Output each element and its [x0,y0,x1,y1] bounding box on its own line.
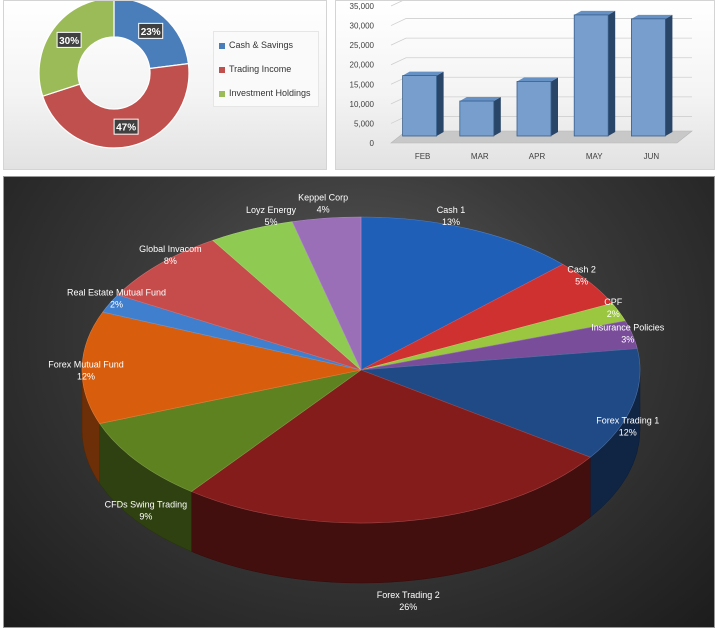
y-tick-label: 35,000 [350,2,375,11]
pie-slice-cfds-swing-trading [99,369,362,492]
column-may [573,10,616,137]
legend-label: Trading Income [229,64,292,74]
x-tick-label: FEB [415,152,431,161]
donut-chart: 23% 47% 30% [38,1,190,149]
pie-label-percent: 4% [317,204,330,214]
pie-slice-forex-mutual-fund [81,311,362,424]
pie-label-name: CFDs Swing Trading [105,500,188,510]
y-tick-label: 25,000 [350,41,375,50]
x-tick-label: APR [529,152,546,161]
donut-label-text: 47% [116,123,136,134]
pie-label-percent: 26% [399,602,417,612]
pie-label-percent: 2% [110,299,123,309]
x-tick-label: JUN [644,152,660,161]
pie-label-name: Global Invacom [139,244,202,254]
donut-legend: Cash & Savings Trading Income Investment… [213,31,319,107]
legend-item-cash-savings: Cash & Savings [219,40,293,50]
donut-data-label: 30% [56,31,82,48]
pie-label-percent: 8% [164,256,177,266]
pie-label-percent: 13% [442,217,460,227]
pie-label-name: CPF [604,297,623,307]
donut-label-text: 30% [59,36,79,47]
bar-chart: 0 5,000 10,000 15,000 20,000 25,000 30,000 35,0… [350,1,693,161]
pie-label-name: Insurance Policies [591,322,665,332]
column-apr [516,77,558,137]
pie-data-labels: Cash 1 13% Cash 2 5% CPF 2% Insurance Policies… [48,192,664,612]
pie-label-percent: 5% [575,277,588,287]
legend-label: Cash & Savings [229,40,294,50]
column-mar [459,97,501,137]
y-tick-label: 10,000 [350,100,375,109]
gridline [390,1,403,7]
y-tick-label: 15,000 [350,80,375,89]
pie-label-name: Forex Trading 2 [377,590,440,600]
y-tick-label: 5,000 [354,119,375,128]
pie-label-name: Cash 2 [567,265,596,275]
pie-slice-forex-trading-1 [360,348,641,458]
pie-slice-cash-1 [360,216,564,371]
pie-label-name: Loyz Energy [246,205,297,215]
legend-swatch [219,90,225,97]
y-tick-label: 20,000 [350,61,375,70]
legend-label: Investment Holdings [229,88,311,98]
pie-label-percent: 12% [77,371,95,381]
donut-data-label: 47% [113,118,139,135]
legend-swatch [219,66,225,73]
column-feb [402,71,444,137]
y-tick-label: 30,000 [350,22,375,31]
pie-slice-global-invacom [117,240,362,371]
pie-label-percent: 5% [264,217,277,227]
y-tick-label: 0 [370,139,375,148]
pie-label-percent: 3% [621,334,634,344]
pie-label-percent: 2% [607,309,620,319]
donut-chart-panel: 23% 47% 30% Cash & Savings Trading Income … [3,0,327,170]
pie-slice-forex-trading-2 [190,369,591,524]
pie-top-slices [81,216,641,524]
pie-chart-panel: Cash 1 13% Cash 2 5% CPF 2% Insurance Policies… [3,176,715,628]
legend-swatch [219,42,225,49]
x-tick-label: MAY [586,152,603,161]
pie-slice-keppel-corp [291,216,362,371]
donut-slice-investment-holdings [38,1,115,97]
donut-label-text: 23% [141,27,161,38]
legend-item-investment-holdings: Investment Holdings [219,88,311,98]
legend-item-trading-income: Trading Income [219,64,291,74]
pie-label-name: Cash 1 [437,205,466,215]
x-tick-label: MAR [471,152,489,161]
pie-label-name: Forex Mutual Fund [48,359,124,369]
pie-label-name: Forex Trading 1 [596,415,659,425]
pie-label-percent: 9% [139,512,152,522]
bar-chart-panel: 0 5,000 10,000 15,000 20,000 25,000 30,000 35,0… [335,0,715,170]
pie-label-name: Keppel Corp [298,192,348,202]
column-jun [630,14,673,137]
pie-label-percent: 12% [619,427,637,437]
pie-chart-3d: Cash 1 13% Cash 2 5% CPF 2% Insurance Policies… [48,192,664,612]
pie-side-walls [81,369,641,584]
donut-data-label: 23% [138,22,164,39]
pie-label-name: Real Estate Mutual Fund [67,287,166,297]
